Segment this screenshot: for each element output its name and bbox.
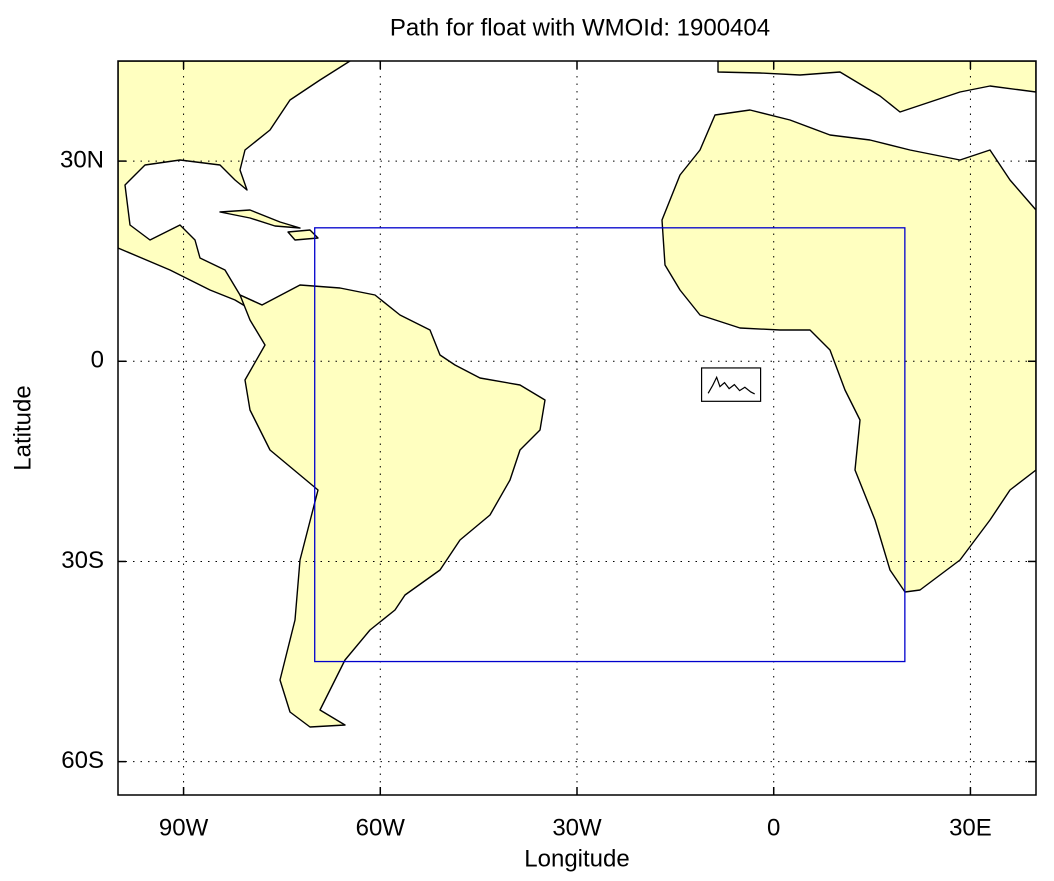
cuba xyxy=(219,209,301,229)
land xyxy=(118,61,1036,728)
x-tick-label: 30W xyxy=(552,814,602,841)
hispaniola xyxy=(287,229,319,241)
africa xyxy=(661,109,1036,593)
y-tick-label: 60S xyxy=(61,747,104,774)
chart-title: Path for float with WMOId: 1900404 xyxy=(390,14,770,41)
y-tick-label: 30N xyxy=(60,146,104,173)
y-tick-label: 0 xyxy=(91,347,104,374)
float-box xyxy=(700,367,762,402)
x-tick-label: 0 xyxy=(767,814,780,841)
y-tick-label: 30S xyxy=(61,547,104,574)
x-tick-label: 90W xyxy=(159,814,209,841)
x-tick-label: 60W xyxy=(356,814,406,841)
y-axis-label: Latitude xyxy=(9,385,36,470)
float-track xyxy=(707,375,755,395)
north-america xyxy=(118,61,351,313)
region-box xyxy=(314,227,906,663)
europe xyxy=(717,61,1036,113)
south-america xyxy=(239,284,546,728)
x-tick-label: 30E xyxy=(949,814,992,841)
x-axis-label: Longitude xyxy=(524,845,629,872)
